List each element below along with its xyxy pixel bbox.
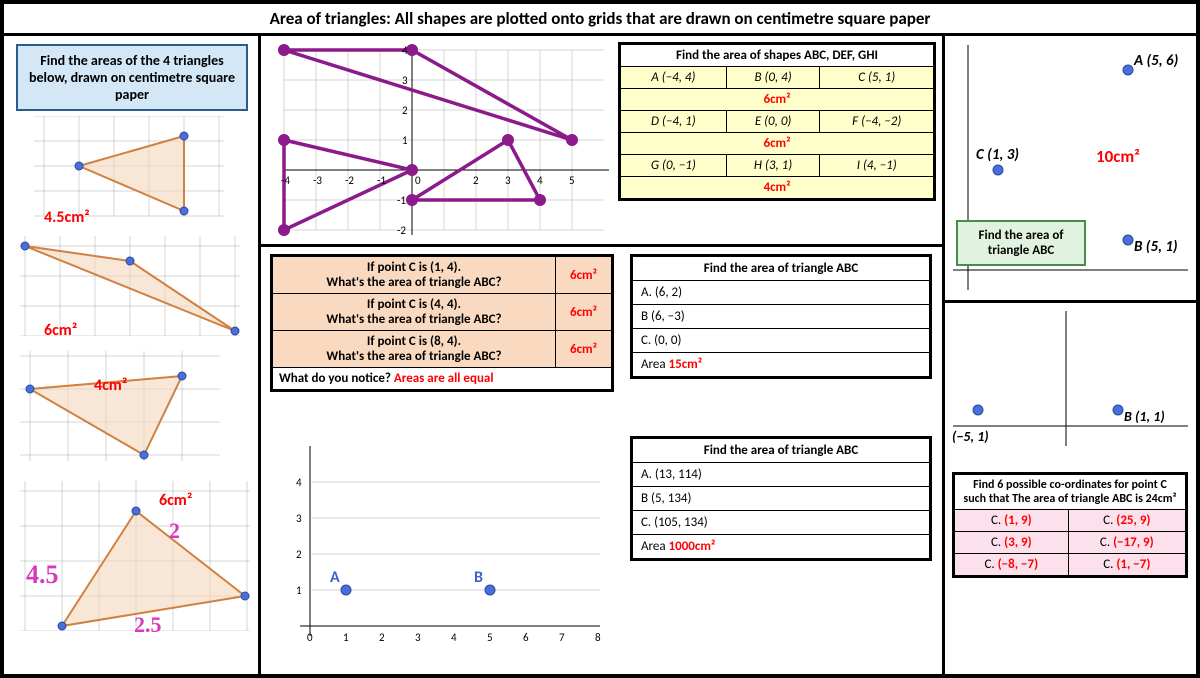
abc1-table: Find the area of triangle ABC A. (6, 2) … — [632, 256, 930, 377]
svg-text:1: 1 — [402, 134, 408, 147]
hand-3: 2.5 — [134, 612, 162, 638]
coord-grid: -4 -3 -2 -1 0 2 3 4 5 -1 -2 1 2 3 4 — [264, 40, 614, 240]
svg-text:-2: -2 — [397, 224, 406, 237]
svg-text:0: 0 — [415, 174, 421, 187]
ans-3: 4cm² — [94, 376, 127, 395]
svg-text:4: 4 — [537, 174, 543, 187]
svg-text:0: 0 — [307, 631, 313, 644]
svg-text:-1: -1 — [397, 194, 406, 207]
svg-text:-2: -2 — [345, 174, 354, 187]
page-title: Area of triangles: All shapes are plotte… — [4, 4, 1196, 36]
svg-text:5: 5 — [569, 174, 575, 187]
ans-4: 6cm² — [159, 491, 192, 510]
svg-text:5: 5 — [487, 631, 493, 644]
ans-1: 4.5cm² — [44, 208, 90, 227]
right-top-panel: A (5, 6) C (1, 3) B (5, 1) 10cm² Find th… — [948, 40, 1192, 296]
svg-text:2: 2 — [402, 104, 408, 117]
svg-text:8: 8 — [595, 631, 601, 644]
hand-2: 2 — [169, 518, 180, 544]
triangle-4 — [20, 481, 250, 631]
hand-1: 4.5 — [26, 560, 59, 590]
triangle-3 — [20, 351, 220, 461]
svg-text:2: 2 — [473, 174, 479, 187]
svg-text:2: 2 — [379, 631, 385, 644]
abc2-table: Find the area of triangle ABC A. (13, 11… — [632, 438, 930, 559]
svg-text:3: 3 — [415, 631, 421, 644]
svg-text:7: 7 — [559, 631, 565, 644]
svg-text:4: 4 — [402, 44, 408, 57]
svg-text:3: 3 — [296, 512, 302, 525]
svg-text:-1: -1 — [377, 174, 386, 187]
left-prompt-box: Find the areas of the 4 triangles below,… — [16, 44, 248, 111]
svg-text:3: 3 — [505, 174, 511, 187]
svg-text:4: 4 — [296, 476, 302, 489]
svg-text:B: B — [474, 568, 483, 587]
svg-text:-3: -3 — [313, 174, 322, 187]
svg-text:3: 3 — [402, 74, 408, 87]
svg-text:4: 4 — [451, 631, 457, 644]
ans-2: 6cm² — [44, 321, 77, 340]
bottom-right-coord: (−5, 1) B (1, 1) — [948, 306, 1192, 466]
svg-text:1: 1 — [296, 584, 302, 597]
svg-text:6: 6 — [523, 631, 529, 644]
svg-text:-4: -4 — [281, 174, 290, 187]
ab-grid: 1 2 3 4 0 1 2 3 4 5 6 7 8 A B — [270, 436, 614, 666]
svg-text:A: A — [330, 568, 340, 587]
yellow-table: Find the area of shapes ABC, DEF, GHI A … — [620, 44, 934, 199]
orange-table: If point C is (1, 4).What's the area of … — [272, 256, 612, 390]
pink-table: Find 6 possible co-ordinates for point C… — [954, 474, 1186, 576]
svg-text:1: 1 — [343, 631, 349, 644]
svg-text:2: 2 — [296, 548, 302, 561]
